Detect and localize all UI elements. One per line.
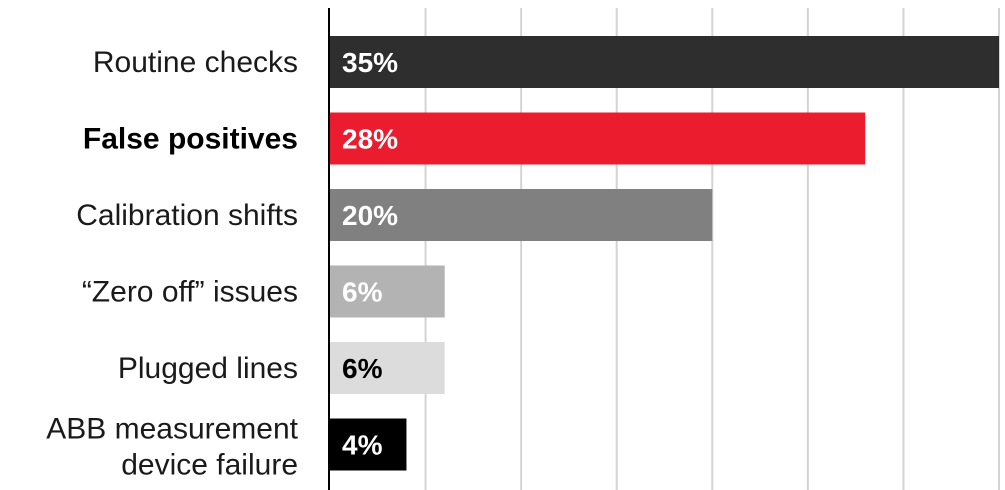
category-label: Routine checks [93,46,298,79]
value-label: 6% [342,353,383,384]
category-labels: Routine checks False positives Calibration… [46,46,298,482]
value-label: 4% [342,430,383,461]
bar [330,265,445,318]
bar [330,418,407,471]
category-label: Calibration shifts [76,199,298,232]
bar [330,112,866,165]
category-label: Plugged lines [118,352,298,385]
bars [330,36,999,471]
value-label: 6% [342,277,383,308]
category-label: “Zero off” issues [82,276,298,309]
category-label: False positives [83,123,298,156]
bar [330,189,713,241]
value-label: 20% [342,200,398,231]
bar [330,342,445,394]
value-labels: 35% 28% 20% 6% 6% 4% [342,47,398,461]
gridlines [424,8,1000,490]
value-label: 28% [342,124,398,155]
category-label: ABB measurement device failure [46,413,298,482]
value-label: 35% [342,47,398,78]
bar [330,36,999,88]
